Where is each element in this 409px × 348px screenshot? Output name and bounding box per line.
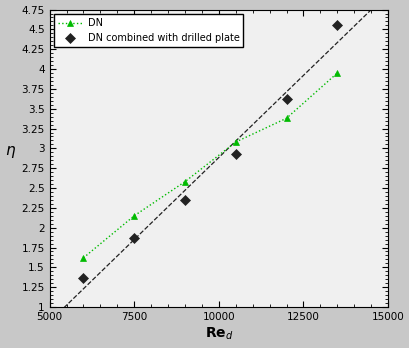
DN combined with drilled plate xyxy=(334,23,339,27)
DN xyxy=(334,71,339,75)
Legend: DN, DN combined with drilled plate: DN, DN combined with drilled plate xyxy=(54,14,243,47)
Line: DN combined with drilled plate: DN combined with drilled plate xyxy=(80,22,340,281)
Line: DN: DN xyxy=(80,70,340,261)
DN combined with drilled plate xyxy=(131,236,136,240)
X-axis label: Re$_d$: Re$_d$ xyxy=(204,326,232,342)
Y-axis label: η: η xyxy=(6,143,15,158)
DN combined with drilled plate xyxy=(233,152,238,156)
DN combined with drilled plate xyxy=(283,97,288,101)
DN combined with drilled plate xyxy=(182,198,187,202)
DN xyxy=(182,180,187,184)
DN xyxy=(81,256,86,260)
DN xyxy=(283,116,288,120)
DN xyxy=(131,214,136,218)
DN xyxy=(233,140,238,144)
DN combined with drilled plate xyxy=(81,276,86,280)
